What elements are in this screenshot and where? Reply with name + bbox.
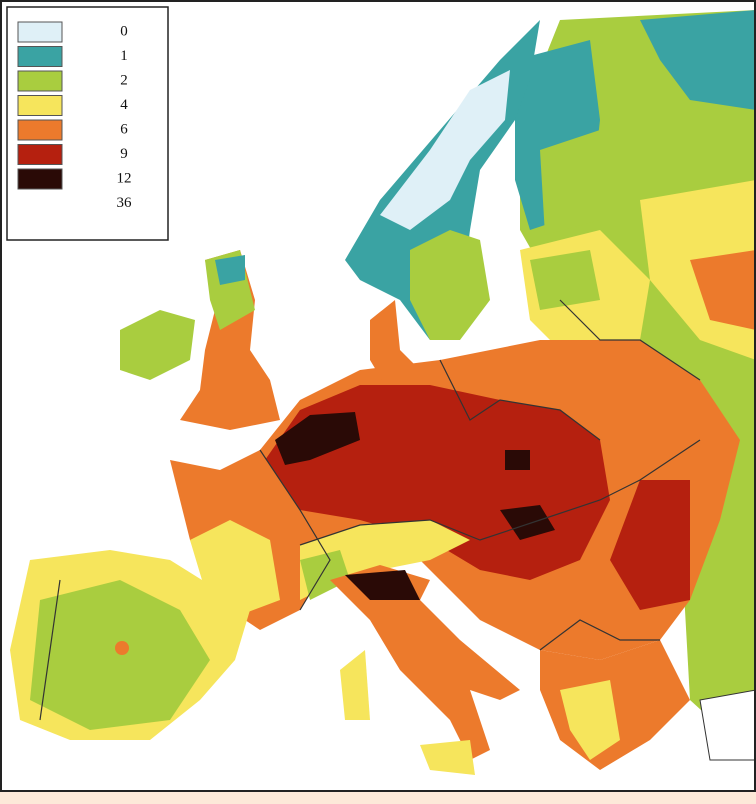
land-denmark bbox=[370, 300, 420, 385]
land-iberia-green bbox=[30, 580, 210, 730]
legend-label: 6 bbox=[120, 121, 128, 137]
land-sardinia bbox=[340, 650, 370, 720]
land-ireland bbox=[120, 310, 195, 380]
land-baltics-green bbox=[530, 250, 600, 310]
land-alps-green bbox=[300, 550, 350, 600]
land-madrid bbox=[115, 641, 129, 655]
legend-swatch bbox=[17, 144, 63, 165]
border-line bbox=[259, 449, 331, 611]
legend-label: 1 bbox=[120, 48, 128, 64]
land-sweden-south bbox=[410, 230, 490, 340]
legend-label: 36 bbox=[117, 195, 133, 211]
legend-swatch bbox=[17, 168, 63, 190]
land-czech-dark bbox=[505, 450, 530, 470]
land-highlands bbox=[215, 255, 245, 285]
land-sicily bbox=[420, 740, 475, 775]
legend-label: 9 bbox=[120, 146, 128, 162]
bottom-strip bbox=[0, 792, 756, 804]
legend-swatch bbox=[17, 70, 63, 92]
land-greece bbox=[560, 680, 620, 760]
border-line bbox=[39, 579, 61, 721]
land-mountains bbox=[380, 70, 510, 230]
legend-label: 2 bbox=[120, 72, 128, 88]
land-finland-south bbox=[540, 130, 600, 235]
border-line bbox=[559, 299, 701, 381]
legend-swatch bbox=[17, 46, 63, 67]
land-northeast bbox=[640, 10, 756, 110]
land-po-dark bbox=[345, 570, 420, 600]
border-line bbox=[299, 439, 701, 546]
land-italy bbox=[330, 565, 520, 760]
border-line bbox=[439, 359, 601, 441]
legend-label: 0 bbox=[120, 23, 128, 39]
legend-label: 4 bbox=[120, 97, 128, 113]
land-benelux-dark bbox=[275, 412, 360, 465]
land-turkey bbox=[699, 689, 756, 761]
legend-label: 12 bbox=[117, 170, 132, 186]
land-romania-red bbox=[610, 480, 690, 610]
legend-swatch bbox=[17, 21, 63, 43]
border-line bbox=[539, 619, 660, 651]
land-russia-orange bbox=[690, 250, 756, 330]
land-britain bbox=[180, 250, 280, 430]
legend-swatch bbox=[17, 95, 63, 116]
land-hungary-dark bbox=[500, 505, 555, 540]
legend-swatch bbox=[17, 119, 63, 141]
